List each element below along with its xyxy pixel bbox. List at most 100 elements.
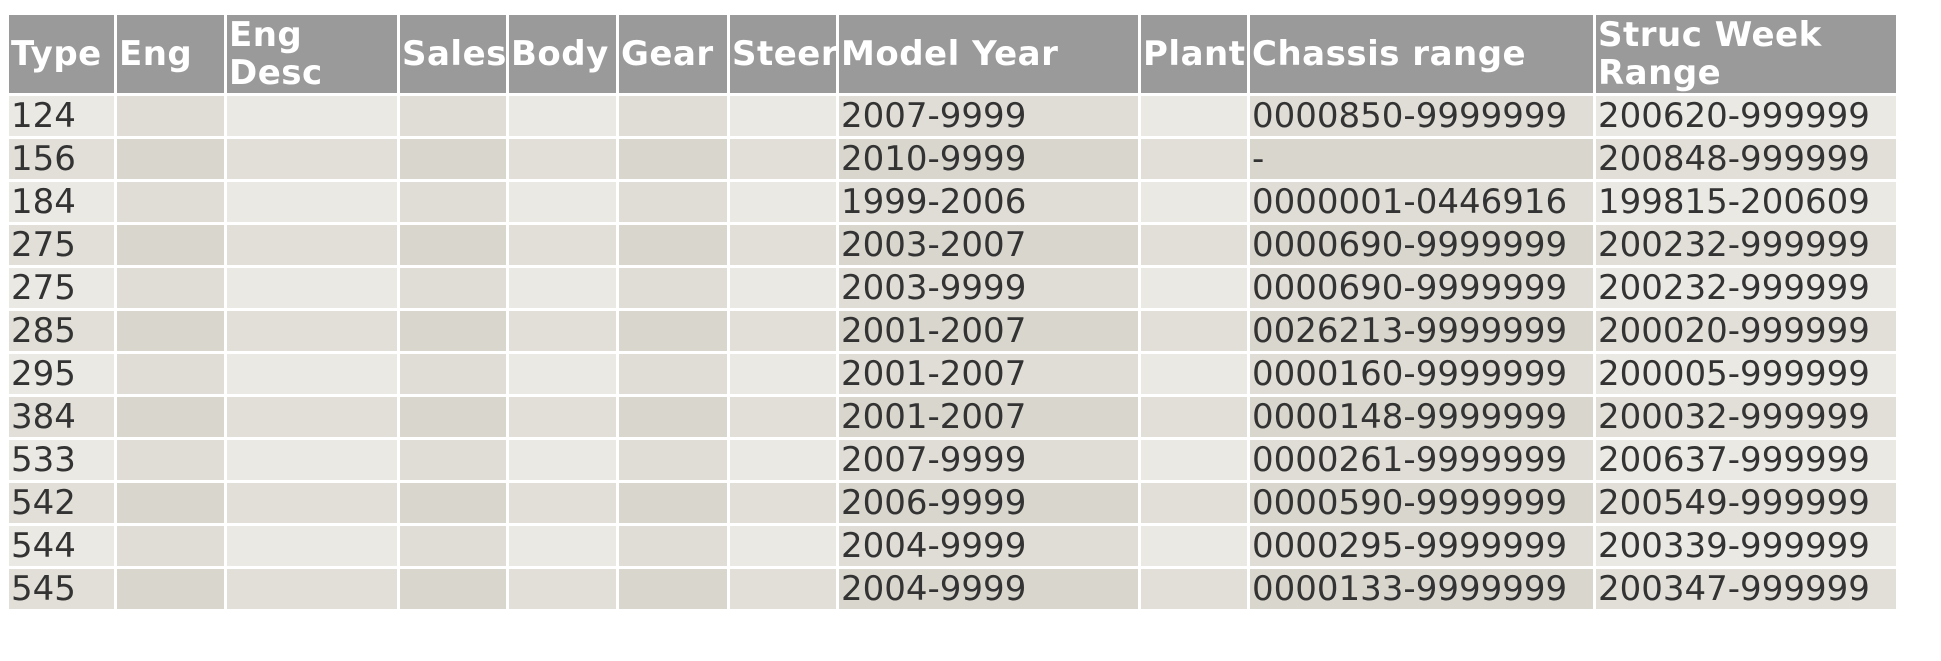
table-cell: 200848-999999 (1593, 136, 1899, 182)
table-cell: 200339-999999 (1593, 523, 1899, 569)
empty-cell (397, 136, 509, 182)
table-cell: 200232-999999 (1593, 222, 1899, 268)
empty-cell (114, 93, 227, 139)
table-row: 124 2007-9999 0000850-9999999 200620-999999 (6, 93, 1899, 139)
empty-cell (224, 523, 400, 569)
column-header: Type (6, 12, 117, 96)
table-cell: 0000133-9999999 (1247, 566, 1596, 612)
empty-cell (1138, 222, 1250, 268)
empty-cell (114, 222, 227, 268)
table-cell: 200032-999999 (1593, 394, 1899, 440)
column-header: Sales (397, 12, 509, 96)
empty-cell (616, 523, 730, 569)
table-cell: 0000690-9999999 (1247, 222, 1596, 268)
empty-cell (1138, 351, 1250, 397)
empty-cell (727, 351, 839, 397)
table-cell: 2007-9999 (836, 93, 1141, 139)
table-cell: 0000850-9999999 (1247, 93, 1596, 139)
empty-cell (224, 93, 400, 139)
table-cell: 124 (6, 93, 117, 139)
empty-cell (114, 265, 227, 311)
empty-cell (1138, 437, 1250, 483)
table-cell: 2003-9999 (836, 265, 1141, 311)
table-cell: - (1247, 136, 1596, 182)
table-cell: 2001-2007 (836, 351, 1141, 397)
empty-cell (506, 179, 619, 225)
empty-cell (397, 222, 509, 268)
empty-cell (224, 480, 400, 526)
empty-cell (506, 480, 619, 526)
table-row: 533 2007-9999 0000261-9999999 200637-999999 (6, 437, 1899, 483)
empty-cell (114, 480, 227, 526)
column-header: Chassis range (1247, 12, 1596, 96)
column-header: Steer (727, 12, 839, 96)
table-cell: 2004-9999 (836, 566, 1141, 612)
empty-cell (727, 480, 839, 526)
empty-cell (616, 265, 730, 311)
column-header: Eng (114, 12, 227, 96)
table-cell: 200005-999999 (1593, 351, 1899, 397)
empty-cell (1138, 179, 1250, 225)
empty-cell (1138, 523, 1250, 569)
empty-cell (506, 523, 619, 569)
table-row: 156 2010-9999 -200848-999999 (6, 136, 1899, 182)
table-row: 542 2006-9999 0000590-9999999 200549-999999 (6, 480, 1899, 526)
table-cell: 200232-999999 (1593, 265, 1899, 311)
table-row: 275 2003-2007 0000690-9999999 200232-999999 (6, 222, 1899, 268)
empty-cell (114, 437, 227, 483)
empty-cell (397, 265, 509, 311)
empty-cell (506, 136, 619, 182)
empty-cell (114, 566, 227, 612)
table-cell: 0000590-9999999 (1247, 480, 1596, 526)
table-row: 384 2001-2007 0000148-9999999 200032-999999 (6, 394, 1899, 440)
empty-cell (224, 394, 400, 440)
table-cell: 200549-999999 (1593, 480, 1899, 526)
empty-cell (397, 351, 509, 397)
table-cell: 199815-200609 (1593, 179, 1899, 225)
column-header: Model Year (836, 12, 1141, 96)
table-cell: 275 (6, 222, 117, 268)
table-cell: 1999-2006 (836, 179, 1141, 225)
empty-cell (506, 351, 619, 397)
empty-cell (506, 394, 619, 440)
empty-cell (727, 566, 839, 612)
table-cell: 285 (6, 308, 117, 354)
empty-cell (397, 566, 509, 612)
empty-cell (224, 351, 400, 397)
column-header: Plant (1138, 12, 1250, 96)
empty-cell (616, 437, 730, 483)
table-cell: 384 (6, 394, 117, 440)
table-cell: 0000148-9999999 (1247, 394, 1596, 440)
empty-cell (397, 480, 509, 526)
empty-cell (114, 394, 227, 440)
empty-cell (506, 222, 619, 268)
empty-cell (727, 136, 839, 182)
table-body: 124 2007-9999 0000850-9999999 200620-999999… (6, 93, 1899, 612)
empty-cell (616, 93, 730, 139)
table-cell: 0000261-9999999 (1247, 437, 1596, 483)
empty-cell (397, 93, 509, 139)
empty-cell (397, 308, 509, 354)
table-cell: 0000160-9999999 (1247, 351, 1596, 397)
empty-cell (397, 437, 509, 483)
empty-cell (1138, 136, 1250, 182)
column-header: Body (506, 12, 619, 96)
table-cell: 542 (6, 480, 117, 526)
table-cell: 200020-999999 (1593, 308, 1899, 354)
empty-cell (616, 480, 730, 526)
table-cell: 533 (6, 437, 117, 483)
empty-cell (506, 437, 619, 483)
table-cell: 2001-2007 (836, 394, 1141, 440)
data-table: Type Eng Eng Desc Sales Body Gear Steer Model Y… (6, 12, 1899, 612)
empty-cell (506, 308, 619, 354)
empty-cell (616, 179, 730, 225)
empty-cell (224, 179, 400, 225)
empty-cell (727, 308, 839, 354)
column-header: Struc Week Range (1593, 12, 1899, 96)
table-cell: 156 (6, 136, 117, 182)
table-cell: 2001-2007 (836, 308, 1141, 354)
empty-cell (506, 265, 619, 311)
empty-cell (397, 523, 509, 569)
table-row: 544 2004-9999 0000295-9999999 200339-999999 (6, 523, 1899, 569)
table-cell: 200347-999999 (1593, 566, 1899, 612)
